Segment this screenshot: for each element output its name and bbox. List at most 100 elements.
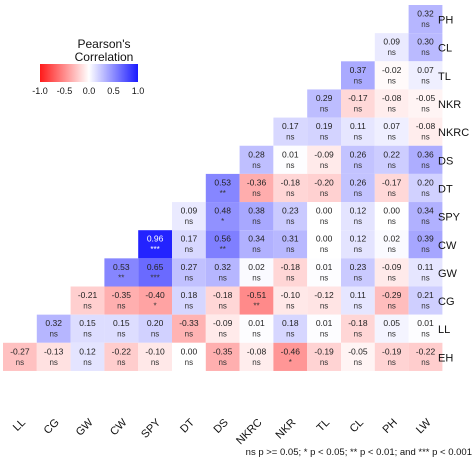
cell-significance: *** — [150, 245, 159, 254]
cell-significance: ns — [354, 302, 362, 311]
cell-fill — [239, 342, 274, 371]
cell-value: -0.08 — [247, 346, 267, 356]
cell-value: 0.01 — [282, 149, 299, 159]
row-label: CW — [438, 240, 457, 252]
cell-value: 0.15 — [113, 318, 130, 328]
cell-significance: ** — [220, 189, 226, 198]
cell-value: 0.18 — [181, 290, 198, 300]
cell-value: -0.08 — [382, 93, 402, 103]
heatmap-cell: -0.46 * — [273, 342, 308, 371]
cell-significance: ns — [387, 76, 395, 85]
heatmap-cell: -0.27 ns — [3, 342, 37, 371]
cell-value: 0.11 — [350, 121, 366, 131]
row-label: CG — [438, 296, 455, 308]
cell-fill — [104, 314, 139, 343]
heatmap-cell: -0.19 ns — [307, 342, 341, 371]
heatmap-cell: 0.01 ns — [273, 145, 308, 174]
cell-fill — [138, 286, 172, 315]
cell-significance: ns — [387, 217, 395, 226]
heatmap-cell: -0.22 ns — [104, 342, 139, 371]
heatmap-cell: 0.26 ns — [341, 145, 375, 174]
cell-significance: ns — [354, 189, 362, 198]
cell-significance: * — [221, 217, 224, 226]
cell-fill — [341, 342, 375, 371]
cell-value: 0.22 — [383, 149, 400, 159]
cell-fill — [3, 342, 37, 371]
cell-value: -0.12 — [314, 290, 334, 300]
heatmap-cell: -0.09 ns — [205, 314, 240, 343]
cell-value: 0.11 — [418, 262, 434, 272]
heatmap-cell: 0.28 ns — [239, 145, 274, 174]
cell-fill — [374, 258, 409, 287]
heatmap-cell: -0.40 * — [138, 286, 172, 315]
legend-ticks: -1.0 -0.5 0.0 0.5 1.0 — [32, 86, 144, 96]
cell-significance: ns — [387, 161, 395, 170]
cell-value: -0.08 — [416, 121, 436, 131]
heatmap-cell: -0.17 ns — [374, 173, 409, 203]
cell-value: -0.29 — [382, 290, 402, 300]
cell-fill — [273, 202, 308, 231]
cell-significance: ns — [387, 189, 395, 198]
cell-significance: ns — [387, 245, 395, 254]
heatmap-cell: -0.29 ns — [374, 286, 409, 315]
cell-fill — [138, 342, 172, 371]
cell-value: -0.22 — [416, 346, 436, 356]
cell-value: 0.23 — [282, 206, 299, 216]
cell-significance: ns — [387, 104, 395, 113]
cell-significance: ns — [354, 76, 362, 85]
row-label: DT — [438, 183, 453, 195]
legend-colorbar — [40, 64, 138, 82]
cell-significance: ns — [185, 273, 193, 282]
cell-significance: ns — [320, 330, 328, 339]
cell-value: 0.17 — [282, 121, 299, 131]
heatmap-cell: 0.20 ns — [408, 173, 443, 203]
cell-fill — [104, 258, 139, 287]
cell-significance: ** — [220, 245, 226, 254]
column-label: DS — [212, 417, 231, 436]
cell-value: 0.31 — [282, 234, 299, 244]
cell-significance: ns — [421, 302, 429, 311]
cell-fill — [341, 286, 375, 315]
heatmap-cell: -0.19 ns — [374, 342, 409, 371]
heatmap-cell: 0.01 ns — [239, 314, 274, 343]
heatmap-cell: 0.53 ** — [205, 173, 240, 203]
cell-significance: ns — [354, 273, 362, 282]
cell-fill — [239, 202, 274, 231]
cell-significance: ns — [286, 330, 294, 339]
cell-value: -0.19 — [382, 346, 402, 356]
cell-value: 0.34 — [248, 234, 265, 244]
cell-value: -0.05 — [348, 346, 368, 356]
cell-significance: ns — [117, 302, 125, 311]
cell-value: -0.22 — [112, 346, 132, 356]
cell-fill — [138, 314, 172, 343]
cell-significance: ns — [320, 273, 328, 282]
heatmap-cell: 0.11 ns — [341, 286, 375, 315]
cell-fill — [374, 342, 409, 371]
column-label: CW — [108, 416, 130, 438]
cell-fill — [374, 230, 409, 259]
cell-fill — [307, 173, 341, 203]
cell-fill — [205, 173, 240, 203]
cell-fill — [341, 173, 375, 203]
heatmap-cell: -0.10 ns — [273, 286, 308, 315]
cell-significance: *** — [150, 273, 159, 282]
cell-value: 0.07 — [383, 121, 400, 131]
cell-value: 0.53 — [113, 262, 130, 272]
heatmap-cell: 0.96*** — [138, 230, 172, 259]
cell-significance: ns — [185, 330, 193, 339]
cell-significance: ns — [218, 273, 226, 282]
cell-significance: ns — [421, 245, 429, 254]
cell-value: -0.35 — [213, 346, 233, 356]
cell-value: 0.11 — [350, 290, 366, 300]
column-label: LL — [11, 417, 28, 434]
